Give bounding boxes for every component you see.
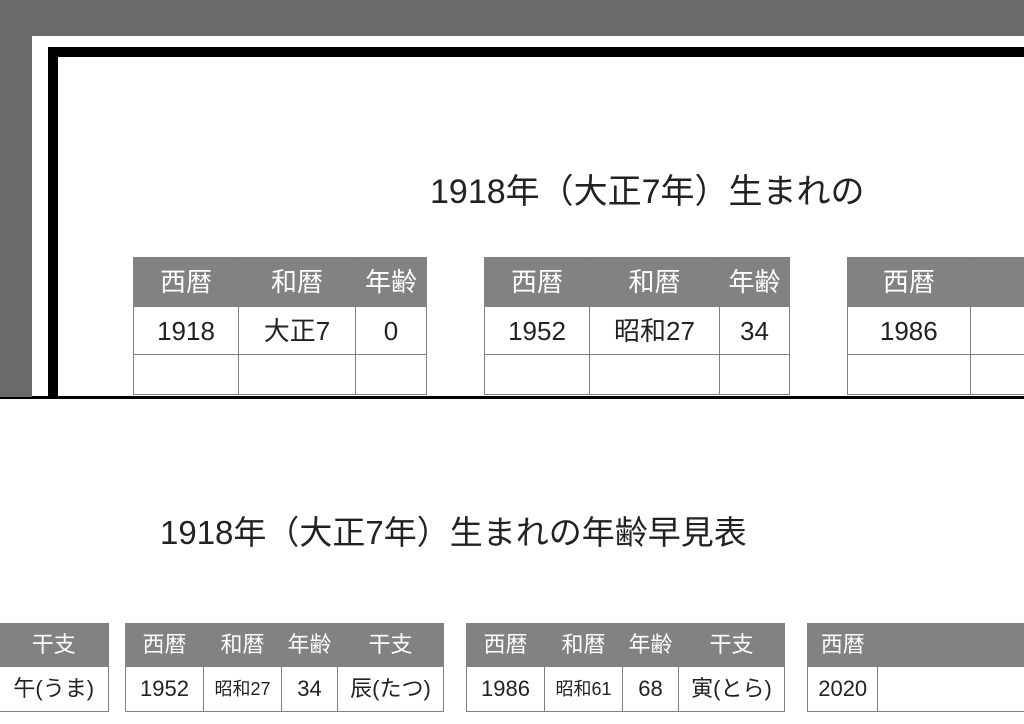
th-wareki: 和暦 bbox=[239, 258, 356, 307]
th-nenrei: 年齢 bbox=[356, 258, 427, 307]
td-wareki: 大正7 bbox=[239, 307, 356, 355]
td-seireki: 1952 bbox=[126, 667, 204, 712]
th-seireki: 西暦 bbox=[848, 258, 971, 307]
td-empty bbox=[970, 355, 1024, 395]
th-wareki: 和暦 bbox=[590, 258, 720, 307]
bottom-table-c: 西暦 和暦 年齢 干支 1986 昭和61 68 寅(とら) bbox=[466, 623, 785, 712]
td-empty bbox=[590, 355, 720, 395]
td-empty bbox=[848, 355, 971, 395]
top-table-c: 西暦 1986 bbox=[847, 257, 1024, 395]
td-seireki: 1986 bbox=[467, 667, 545, 712]
td-empty bbox=[485, 355, 590, 395]
th-eto: 干支 bbox=[679, 624, 785, 667]
td-seireki: 2020 bbox=[808, 667, 878, 712]
th-wareki: 和暦 bbox=[545, 624, 623, 667]
th-seireki: 西暦 bbox=[126, 624, 204, 667]
td-eto: 午(うま) bbox=[0, 667, 108, 712]
th-cutoff bbox=[970, 258, 1024, 307]
top-table-b: 西暦 和暦 年齢 1952 昭和27 34 bbox=[484, 257, 790, 395]
th-nenrei: 年齢 bbox=[282, 624, 338, 667]
th-seireki: 西暦 bbox=[467, 624, 545, 667]
td-nenrei: 34 bbox=[720, 307, 790, 355]
frame-inner-black-left bbox=[48, 47, 58, 399]
td-empty bbox=[720, 355, 790, 395]
td-wareki: 昭和61 bbox=[545, 667, 623, 712]
th-wareki: 和暦 bbox=[204, 624, 282, 667]
td-empty bbox=[356, 355, 427, 395]
top-table-a: 西暦 和暦 年齢 1918 大正7 0 bbox=[133, 257, 427, 395]
bottom-table-d: 西暦 2020 bbox=[807, 623, 1024, 712]
th-nenrei: 年齢 bbox=[720, 258, 790, 307]
td-nenrei: 34 bbox=[282, 667, 338, 712]
title-top: 1918年（大正7年）生まれの bbox=[430, 164, 865, 213]
td-seireki: 1952 bbox=[485, 307, 590, 355]
frame-grey-top bbox=[0, 0, 1024, 36]
th-cutoff bbox=[878, 624, 1024, 667]
page-root: 1918年（大正7年）生まれの 西暦 和暦 年齢 1918 大正7 0 西暦 和… bbox=[0, 0, 1024, 724]
td-cutoff bbox=[970, 307, 1024, 355]
bottom-table-b: 西暦 和暦 年齢 干支 1952 昭和27 34 辰(たつ) bbox=[125, 623, 444, 712]
td-eto: 寅(とら) bbox=[679, 667, 785, 712]
td-cutoff bbox=[878, 667, 1024, 712]
frame-grey-left bbox=[0, 0, 32, 397]
title-bottom: 1918年（大正7年）生まれの年齢早見表 bbox=[160, 506, 747, 554]
td-seireki: 1918 bbox=[134, 307, 239, 355]
td-empty bbox=[239, 355, 356, 395]
td-nenrei: 0 bbox=[356, 307, 427, 355]
th-seireki: 西暦 bbox=[808, 624, 878, 667]
td-eto: 辰(たつ) bbox=[338, 667, 444, 712]
td-wareki: 昭和27 bbox=[590, 307, 720, 355]
td-wareki: 昭和27 bbox=[204, 667, 282, 712]
th-seireki: 西暦 bbox=[485, 258, 590, 307]
th-eto: 干支 bbox=[0, 624, 108, 667]
td-empty bbox=[134, 355, 239, 395]
th-nenrei: 年齢 bbox=[623, 624, 679, 667]
td-nenrei: 68 bbox=[623, 667, 679, 712]
th-seireki: 西暦 bbox=[134, 258, 239, 307]
td-seireki: 1986 bbox=[848, 307, 971, 355]
th-eto: 干支 bbox=[338, 624, 444, 667]
bottom-table-a: 干支 午(うま) bbox=[0, 623, 109, 712]
preview-frame: 1918年（大正7年）生まれの 西暦 和暦 年齢 1918 大正7 0 西暦 和… bbox=[0, 0, 1024, 399]
frame-inner-black-top bbox=[48, 47, 1024, 57]
